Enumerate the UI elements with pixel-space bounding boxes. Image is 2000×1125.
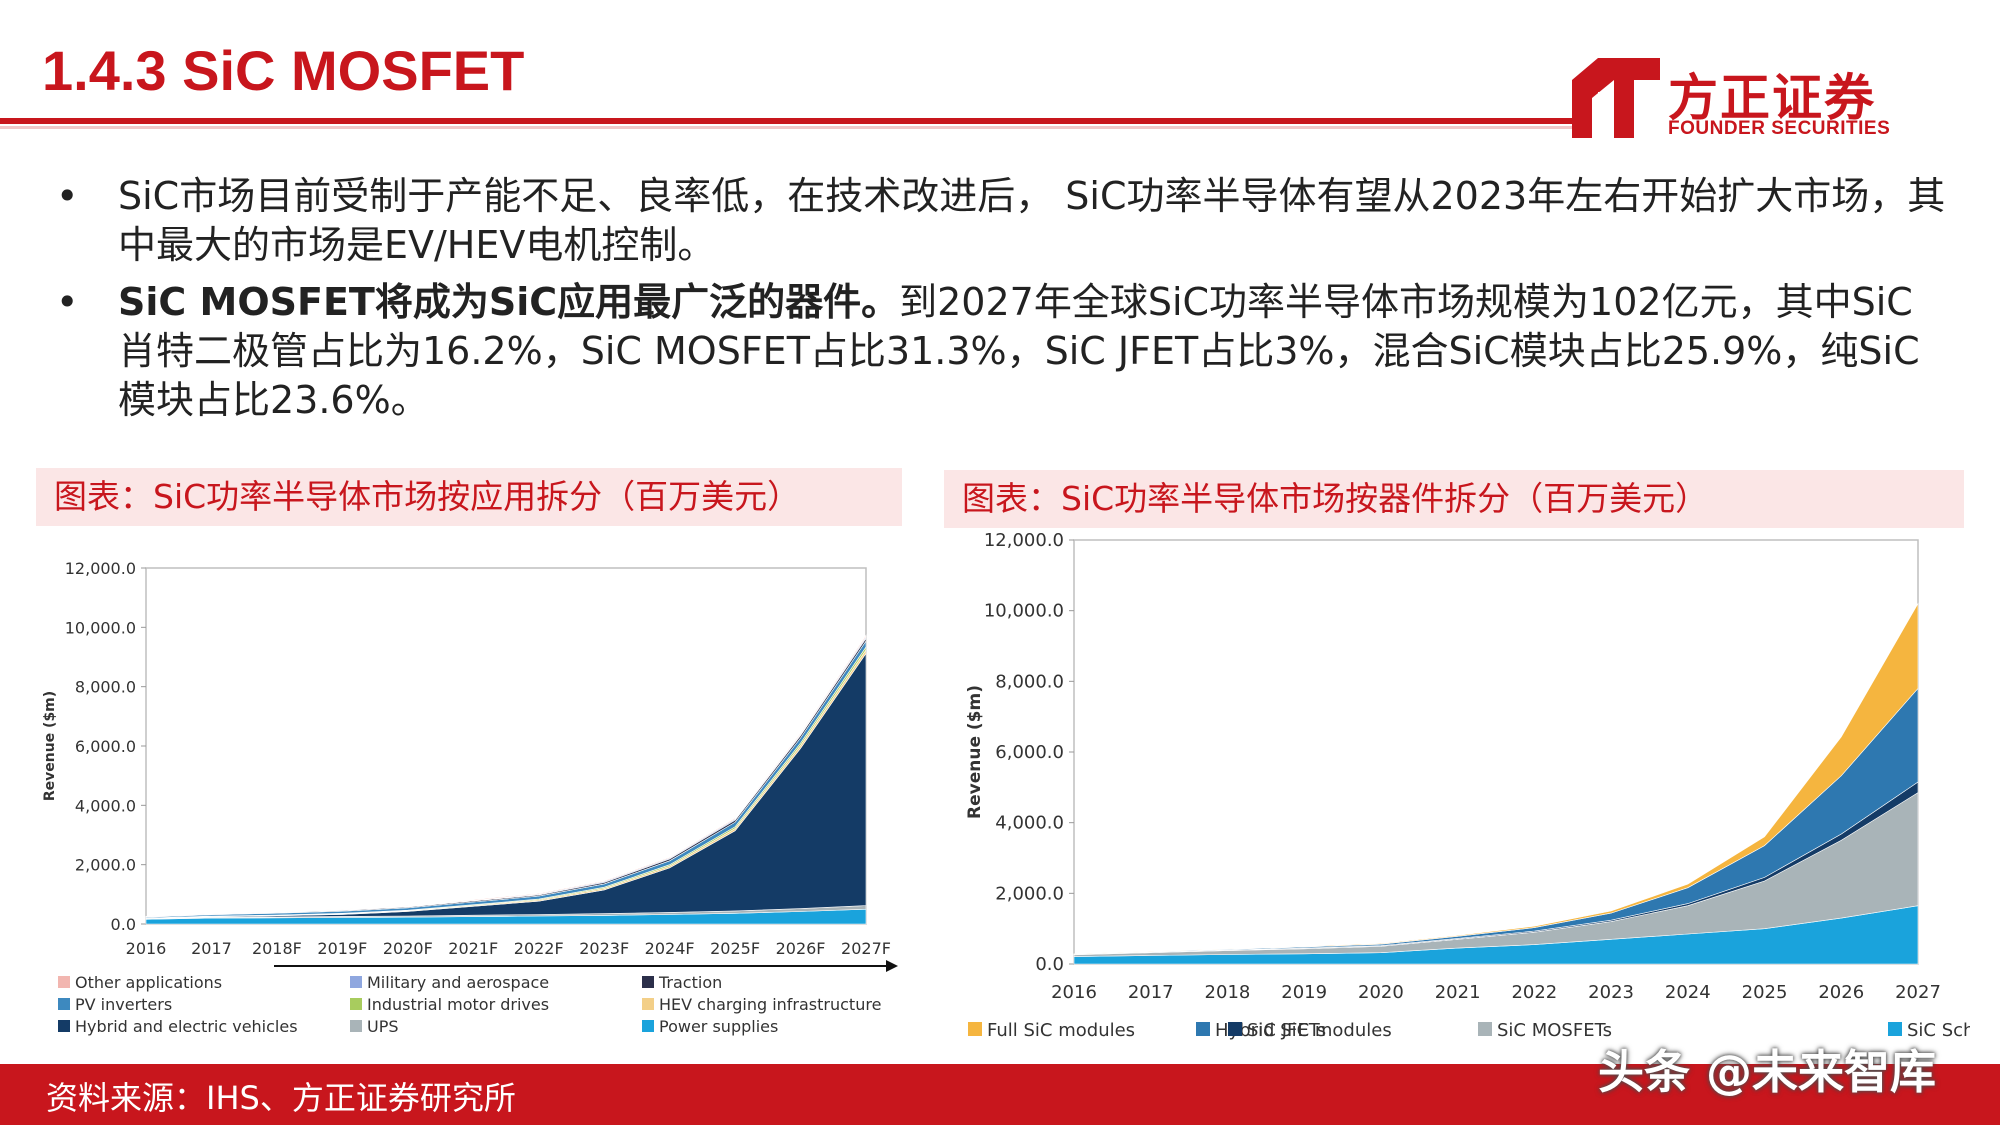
logo-subtitle: FOUNDER SECURITIES [1668, 118, 1891, 139]
y-tick-label: 12,000.0 [984, 530, 1064, 551]
x-tick-label: 2019 [1281, 982, 1327, 1003]
x-tick-label: 2017 [1128, 982, 1174, 1003]
legend-swatch-sic-mosfets [1478, 1022, 1492, 1036]
legend-label-military-and-aerospace: Military and aerospace [367, 973, 549, 992]
y-tick-label: 8,000.0 [995, 671, 1064, 692]
legend-label-hybrid-and-electric-vehicles: Hybrid and electric vehicles [75, 1017, 298, 1036]
y-axis-label: Revenue ($m) [965, 685, 985, 819]
title-rule-shadow [0, 126, 1575, 129]
legend-swatch-sic-jfets [1228, 1022, 1242, 1036]
y-tick-label: 10,000.0 [984, 601, 1064, 622]
chart-by-application: 0.0 2,000.0 4,000.0 6,000.0 8,000.0 10,000.0 1… [42, 559, 898, 1036]
chart-by-device: 0.0 2,000.0 4,000.0 6,000.0 8,000.0 10,000.0 1… [965, 530, 1970, 1041]
x-tick-label: 2026 [1818, 982, 1864, 1003]
legend-swatch-power-supplies [642, 1020, 654, 1032]
bullet-dot-icon: • [56, 174, 79, 218]
legend-swatch-traction [642, 976, 654, 988]
bullet-list: • SiC市场目前受制于产能不足、良率低，在技术改进后， SiC功率半导体有望从… [46, 172, 1946, 425]
y-tick-label: 4,000.0 [995, 813, 1064, 834]
x-tick-label: 2020 [1358, 982, 1404, 1003]
x-tick-label: 2023F [579, 939, 629, 958]
legend-label-full-sic-modules: Full SiC modules [987, 1020, 1135, 1041]
legend-label-ups: UPS [367, 1017, 399, 1036]
chart-left-caption: 图表：SiC功率半导体市场按应用拆分（百万美元） [36, 468, 902, 526]
x-tick-label: 2027F [841, 939, 891, 958]
footer-bar [0, 1064, 2000, 1125]
legend-label-hev-charging-infrastructure: HEV charging infrastructure [659, 995, 881, 1014]
legend-swatch-hybrid-sic-modules [1196, 1022, 1210, 1036]
legend-swatch-hybrid-and-electric-vehicles [58, 1020, 70, 1032]
legend-label-industrial-motor-drives: Industrial motor drives [367, 995, 549, 1014]
page-title: 1.4.3 SiC MOSFET [42, 39, 525, 102]
x-tick-label: 2016 [126, 939, 167, 958]
bullet-item-1: • SiC市场目前受制于产能不足、良率低，在技术改进后， SiC功率半导体有望从… [46, 172, 1946, 270]
y-tick-label: 2,000.0 [75, 856, 136, 875]
series-area-full-sic-modules [1073, 602, 1919, 955]
y-tick-label: 6,000.0 [75, 737, 136, 756]
footer-source: 资料来源：IHS、方正证券研究所 [46, 1079, 516, 1117]
forecast-arrow-icon [886, 960, 898, 972]
chart-right-caption: 图表：SiC功率半导体市场按器件拆分（百万美元） [944, 470, 1964, 528]
legend-swatch-full-sic-modules [968, 1022, 982, 1036]
legend-swatch-industrial-motor-drives [350, 998, 362, 1010]
y-tick-label: 2,000.0 [995, 883, 1064, 904]
x-tick-label: 2025F [710, 939, 760, 958]
legend-swatch-other-applications [58, 976, 70, 988]
x-tick-label: 2018F [252, 939, 302, 958]
x-tick-label: 2026F [776, 939, 826, 958]
legend-swatch-ups [350, 1020, 362, 1032]
legend-label-other-applications: Other applications [75, 973, 222, 992]
x-tick-label: 2021F [448, 939, 498, 958]
y-tick-label: 0.0 [111, 915, 136, 934]
x-tick-label: 2022F [514, 939, 564, 958]
y-axis-label: Revenue ($m) [42, 691, 58, 801]
x-tick-label: 2020F [383, 939, 433, 958]
legend-label-pv-inverters: PV inverters [75, 995, 172, 1014]
x-tick-label: 2016 [1051, 982, 1097, 1003]
bullet-1-text: SiC市场目前受制于产能不足、良率低，在技术改进后， SiC功率半导体有望从20… [118, 174, 1946, 267]
y-tick-label: 10,000.0 [65, 618, 136, 637]
bullet-item-2: • SiC MOSFET将成为SiC应用最广泛的器件。到2027年全球SiC功率… [46, 278, 1946, 425]
x-tick-label: 2019F [317, 939, 367, 958]
y-tick-label: 6,000.0 [995, 742, 1064, 763]
y-tick-label: 8,000.0 [75, 678, 136, 697]
bullet-dot-icon: • [56, 280, 79, 324]
x-tick-label: 2024 [1665, 982, 1711, 1003]
title-rule [0, 118, 1575, 124]
bullet-2-bold: SiC MOSFET将成为SiC应用最广泛的器件。 [118, 280, 900, 324]
legend-label-hybrid-sic-modules: Hybrid SiC modules [1215, 1020, 1392, 1041]
legend-label-power-supplies: Power supplies [659, 1017, 778, 1036]
y-tick-label: 4,000.0 [75, 796, 136, 815]
founder-logo-icon [1572, 58, 1660, 138]
legend-swatch-pv-inverters [58, 998, 70, 1010]
watermark: 头条 @未来智库 [1598, 1045, 1937, 1099]
y-tick-label: 0.0 [1035, 954, 1064, 975]
legend-label-sic-mosfets: SiC MOSFETs [1497, 1020, 1612, 1041]
legend-label-traction: Traction [658, 973, 722, 992]
y-tick-label: 12,000.0 [65, 559, 136, 578]
bullet-2-text: 到2027年全球SiC功率半导体市场规模为102亿元，其中SiC肖特二极管占比为… [118, 280, 1920, 422]
series-area-other-applications [145, 634, 867, 917]
x-tick-label: 2021 [1435, 982, 1481, 1003]
x-tick-label: 2023 [1588, 982, 1634, 1003]
x-tick-label: 2022 [1511, 982, 1557, 1003]
x-tick-label: 2025 [1742, 982, 1788, 1003]
logo-name: 方正证券 [1668, 69, 1876, 127]
x-tick-label: 2018 [1205, 982, 1251, 1003]
legend-swatch-military-and-aerospace [350, 976, 362, 988]
x-tick-label: 2027 [1895, 982, 1941, 1003]
x-tick-label: 2017 [191, 939, 232, 958]
series-area-hybrid-and-electric-vehicles [145, 652, 867, 920]
legend-swatch-hev-charging-infrastructure [642, 998, 654, 1010]
x-tick-label: 2024F [645, 939, 695, 958]
legend-label-sic-schottky-barrier-diodes: SiC Schottky barrier diodes [1907, 1020, 1970, 1041]
legend-swatch-sic-schottky-barrier-diodes [1888, 1022, 1902, 1036]
legend-label-sic-jfets: SiC JFETs [1247, 1020, 1326, 1041]
